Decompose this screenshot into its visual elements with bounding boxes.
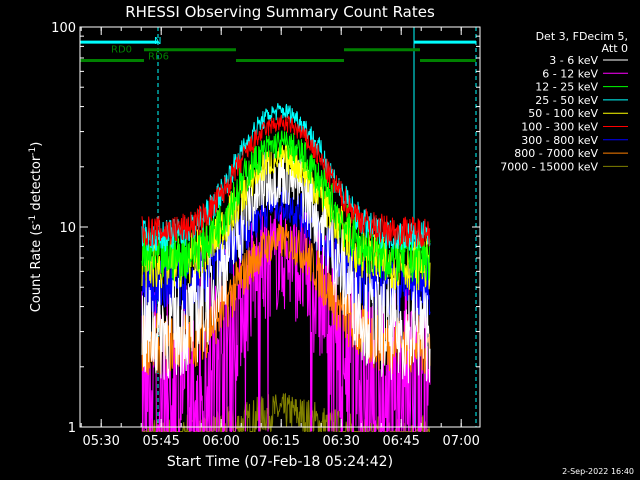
legend-header-1: Det 3, FDecim 5, [536,30,628,43]
legend-label-3: 25 - 50 keV [535,94,598,107]
legend-header-2: Att 0 [602,42,628,55]
y-axis-label-sup2: -1 [28,147,38,156]
y-axis-label-main: Count Rate (s [29,224,44,313]
green-bar-rd0-label: RD0 [111,45,132,56]
y-axis-label-sup1: -1 [28,215,38,224]
series-line-0 [141,151,431,384]
cyan-bar-label: N [154,36,161,47]
x-tick-label-5: 06:45 [382,434,419,449]
y-axis-label-mid: detector [29,155,44,215]
x-tick-label-1: 05:45 [142,434,179,449]
legend-label-5: 100 - 300 keV [521,121,598,134]
x-tick-label-6: 07:00 [442,434,479,449]
x-tick-label-2: 06:00 [202,434,239,449]
y-tick-label-1: 10 [59,221,76,236]
tick-layer: 05:30 05:45 06:00 06:15 06:30 06:45 07:00 1 10 10… [51,21,480,449]
series-line-5 [141,114,431,248]
x-axis-label: Start Time (07-Feb-18 05:24:42) [167,454,393,470]
y-axis-label: Count Rate (s-1 detector-1) [28,142,44,313]
legend-label-4: 50 - 100 keV [528,107,598,120]
series-layer [141,103,431,433]
legend-label-0: 3 - 6 keV [549,54,598,67]
chart-title: RHESSI Observing Summary Count Rates [125,3,435,21]
y-axis-label-end: ) [29,142,44,147]
legend-label-8: 7000 - 15000 keV [500,160,598,173]
legend-label-2: 12 - 25 keV [535,81,598,94]
x-tick-label-3: 06:15 [262,434,299,449]
y-tick-label-2: 100 [51,21,76,36]
series-line-2 [141,130,431,284]
green-bar-rd6-label: RD6 [148,51,169,62]
legend-label-7: 800 - 7000 keV [514,147,598,160]
x-tick-label-4: 06:30 [322,434,359,449]
timestamp: 2-Sep-2022 16:40 [562,467,634,476]
legend-label-6: 300 - 800 keV [521,134,598,147]
y-tick-label-0: 1 [68,421,76,436]
legend-label-1: 6 - 12 keV [542,67,598,80]
x-tick-label-0: 05:30 [82,434,119,449]
